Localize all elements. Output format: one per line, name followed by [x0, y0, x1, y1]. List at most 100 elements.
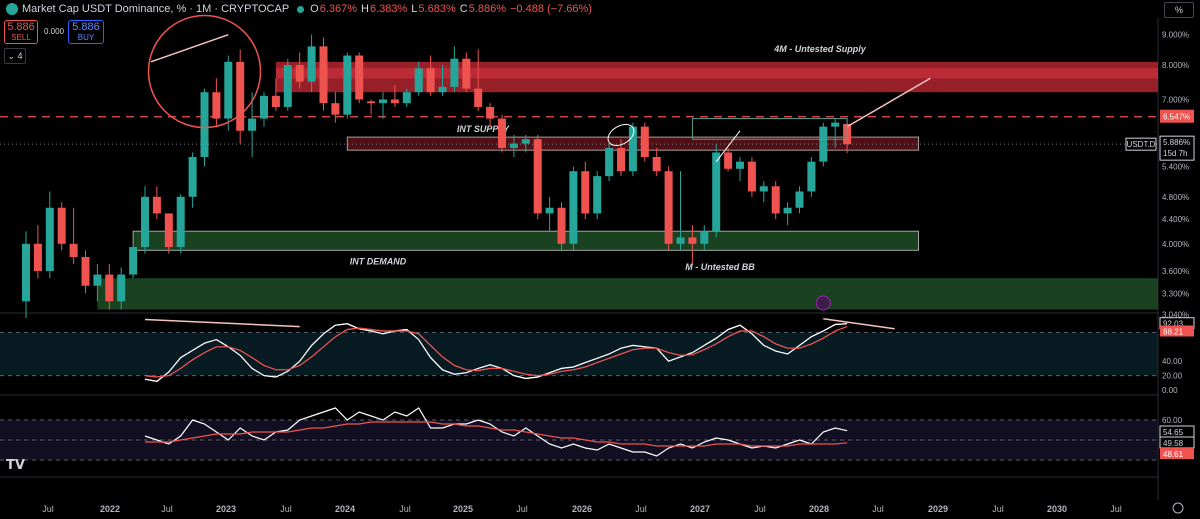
divergence-line: [823, 317, 895, 330]
tether-logo-icon: [6, 3, 18, 15]
sell-button[interactable]: 5.886 SELL: [4, 20, 38, 44]
candle-body: [141, 196, 149, 248]
x-tick-label: 2028: [809, 504, 829, 514]
candle-body: [545, 207, 554, 214]
oscillator-2-value: 48.61: [1163, 450, 1184, 459]
candle-body: [831, 122, 840, 127]
candle-body: [33, 243, 42, 271]
candle-body: [129, 247, 138, 275]
x-tick-label: 2025: [453, 504, 473, 514]
oscillator-1-line: [144, 325, 848, 378]
symbol-tag-label: USDT.D: [1127, 140, 1156, 149]
x-tick-label: 2022: [100, 504, 120, 514]
x-tick-label: Jul: [1110, 504, 1122, 514]
y-tick-label: 3.300%: [1162, 289, 1189, 298]
annotation-ellipse: [607, 123, 635, 146]
zone-band: [275, 67, 1158, 79]
candle-body: [69, 243, 78, 258]
tradingview-logo-icon: TV: [6, 458, 25, 473]
y-tick-label: 7.000%: [1162, 95, 1189, 104]
candle-body: [355, 55, 364, 100]
low-value: 5.683%: [418, 3, 456, 15]
change-value: −0.488 (−7.66%): [510, 3, 592, 15]
candle-body: [628, 126, 637, 172]
x-tick-label: Jul: [635, 504, 647, 514]
candle-body: [390, 99, 399, 104]
candle-body: [605, 147, 614, 177]
candle-body: [747, 161, 756, 192]
scale-mode-button[interactable]: %: [1164, 2, 1194, 18]
close-value: 5.886%: [468, 3, 506, 15]
y-tick-label: 8.000%: [1162, 61, 1189, 70]
oscillator-2-tick: 60.00: [1162, 416, 1183, 425]
candle-body: [462, 58, 471, 89]
trend-line: [150, 33, 229, 63]
candle-body: [593, 176, 602, 214]
annotation-stroke: [715, 130, 741, 162]
candle-body: [164, 213, 173, 248]
last-price-tag: [1159, 135, 1195, 161]
x-tick-label: 2023: [216, 504, 236, 514]
x-tick-label: Jul: [280, 504, 292, 514]
market-status-icon: [297, 5, 305, 13]
candle-body: [474, 88, 483, 107]
open-label: O: [310, 3, 319, 15]
zone-outline: [132, 230, 920, 251]
settings-gear-icon: [1172, 502, 1184, 514]
candle-body: [248, 118, 257, 131]
last-price-label: 5.886%: [1163, 138, 1190, 147]
x-tick-label: Jul: [516, 504, 528, 514]
x-tick-label: Jul: [399, 504, 411, 514]
candle-body: [105, 274, 114, 302]
x-tick-label: Jul: [992, 504, 1004, 514]
layers-toggle[interactable]: ⌄ 4: [4, 48, 26, 64]
y-tick-label: 4.000%: [1162, 240, 1189, 249]
candle-body: [783, 207, 792, 214]
candle-body: [676, 237, 685, 244]
trend-line: [846, 77, 931, 128]
annotation-circle: [147, 14, 262, 129]
oscillator-1-value: 88.21: [1163, 327, 1184, 336]
x-tick-label: Jul: [754, 504, 766, 514]
oscillator-1-tick: 40.00: [1162, 357, 1183, 366]
y-tick-label: 4.400%: [1162, 215, 1189, 224]
candle-body: [152, 196, 161, 214]
candle-body: [343, 55, 352, 115]
candle-body: [438, 86, 447, 93]
level-price-tag: [1160, 109, 1194, 123]
layers-count: 4: [17, 51, 23, 61]
candle-body: [498, 118, 506, 148]
symbol-title[interactable]: Market Cap USDT Dominance, % · 1M · CRYP…: [22, 3, 290, 15]
x-tick-label: 2030: [1047, 504, 1067, 514]
oscillator-1-band: [0, 332, 1158, 376]
zone-1: [275, 61, 1158, 93]
candle-body: [652, 157, 661, 172]
x-tick-label: 2029: [928, 504, 948, 514]
candle-body: [176, 196, 185, 248]
candle-body: [260, 95, 268, 119]
candle-body: [724, 152, 733, 169]
candle-body: [22, 243, 30, 302]
candle-body: [236, 61, 245, 131]
candle-body: [402, 92, 411, 104]
candle-body: [367, 101, 376, 104]
candle-body: [224, 61, 233, 119]
candle-body: [771, 186, 780, 214]
oscillator-1-line: [144, 323, 848, 383]
buy-button[interactable]: 5.886 BUY: [68, 20, 104, 44]
zone-label: M - Untested BB: [685, 262, 755, 272]
range-box: [691, 118, 848, 140]
candle-body: [795, 191, 804, 208]
y-tick-label: 5.400%: [1162, 162, 1189, 171]
candle-body: [117, 274, 126, 302]
x-tick-label: 2026: [572, 504, 592, 514]
y-tick-label: 3.600%: [1162, 267, 1189, 276]
event-marker-icon: [815, 295, 831, 311]
high-label: H: [361, 3, 369, 15]
candle-body: [569, 171, 578, 244]
y-tick-label: 3.040%: [1162, 311, 1189, 320]
zone-label: INT SUPPLY: [457, 124, 510, 134]
candle-body: [307, 46, 316, 82]
candle-body: [200, 92, 209, 158]
